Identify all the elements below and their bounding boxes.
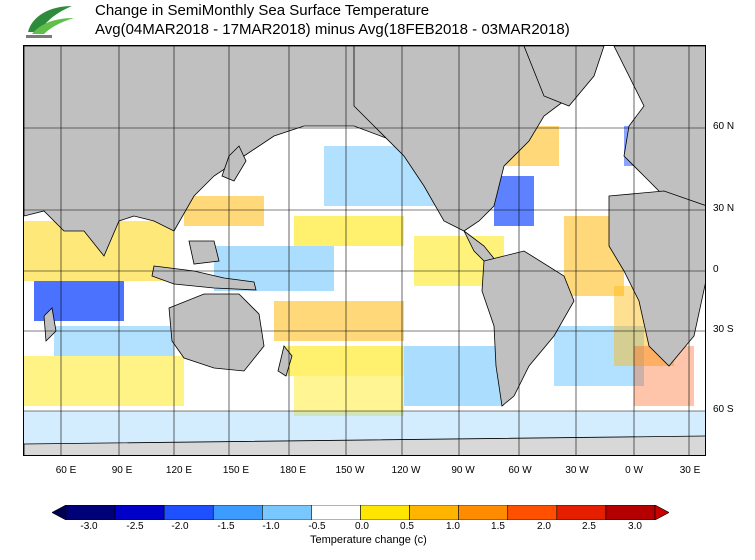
noaa-logo-icon — [26, 6, 74, 38]
lon-label-150w: 150 W — [335, 465, 365, 476]
colorbar-tick: -2.5 — [126, 521, 144, 532]
colorbar-tick: 0.5 — [400, 521, 414, 532]
colorbar-tick: 2.0 — [537, 521, 551, 532]
land-europe — [613, 46, 705, 216]
colorbar-swatch — [212, 505, 263, 520]
land-indonesia — [151, 265, 257, 291]
lat-label-30n: 30 N — [713, 203, 735, 214]
colorbar-swatch — [163, 505, 214, 520]
lon-label-90e: 90 E — [111, 465, 133, 476]
colorbar-swatch — [114, 505, 165, 520]
map-title: Change in SemiMonthly Sea Surface Temper… — [95, 2, 430, 19]
colorbar-tick: -0.5 — [308, 521, 326, 532]
lon-label-30e: 30 E — [679, 465, 701, 476]
land-borneo — [188, 240, 220, 265]
lon-label-60w: 60 W — [508, 465, 532, 476]
colorbar-tick: 1.0 — [446, 521, 460, 532]
colorbar-swatch — [360, 505, 410, 520]
colorbar-label: Temperature change (c) — [310, 534, 427, 546]
colorbar-min-arrow — [52, 505, 67, 520]
colorbar-swatch — [507, 505, 558, 520]
map-subtitle: Avg(04MAR2018 - 17MAR2018) minus Avg(18F… — [95, 21, 570, 38]
lat-label-60n: 60 N — [713, 121, 735, 132]
colorbar-swatch — [556, 505, 607, 520]
lon-label-0w: 0 W — [625, 465, 643, 476]
colorbar-tick: 1.5 — [491, 521, 505, 532]
lon-label-120e: 120 E — [165, 465, 193, 476]
sst-map — [23, 45, 706, 456]
colorbar-swatch — [605, 505, 656, 520]
colorbar-tick: -2.0 — [171, 521, 189, 532]
land-south-america — [481, 250, 575, 407]
land-greenland — [523, 46, 605, 107]
graticule — [24, 46, 705, 455]
sst-map-canvas — [24, 46, 705, 455]
colorbar-swatch — [458, 505, 509, 520]
colorbar-tick: -1.0 — [262, 521, 280, 532]
lat-label-30s: 30 S — [713, 324, 734, 335]
colorbar-max-arrow — [654, 505, 669, 520]
lon-label-60e: 60 E — [55, 465, 77, 476]
colorbar-swatch — [311, 505, 361, 520]
colorbar — [52, 505, 669, 520]
sst-anomaly-field — [24, 126, 705, 446]
lat-label-0: 0 — [713, 264, 719, 275]
lon-label-120w: 120 W — [391, 465, 421, 476]
colorbar-tick: -3.0 — [80, 521, 98, 532]
lon-label-180e: 180 E — [279, 465, 307, 476]
lon-label-150e: 150 E — [222, 465, 250, 476]
lat-label-60s: 60 S — [713, 404, 734, 415]
colorbar-swatch — [262, 505, 312, 520]
colorbar-tick: 3.0 — [628, 521, 642, 532]
land-antarctica — [24, 435, 705, 455]
lon-label-90w: 90 W — [451, 465, 475, 476]
lon-label-30w: 30 W — [565, 465, 589, 476]
colorbar-swatch — [65, 505, 116, 520]
land-africa — [608, 190, 705, 367]
land-new-zealand — [277, 345, 293, 377]
colorbar-tick: 2.5 — [582, 521, 596, 532]
land-japan — [221, 145, 247, 182]
colorbar-tick: -1.5 — [217, 521, 235, 532]
land-australia — [168, 293, 265, 372]
colorbar-tick: 0.0 — [355, 521, 369, 532]
colorbar-swatch — [409, 505, 459, 520]
land-masses — [24, 46, 705, 455]
